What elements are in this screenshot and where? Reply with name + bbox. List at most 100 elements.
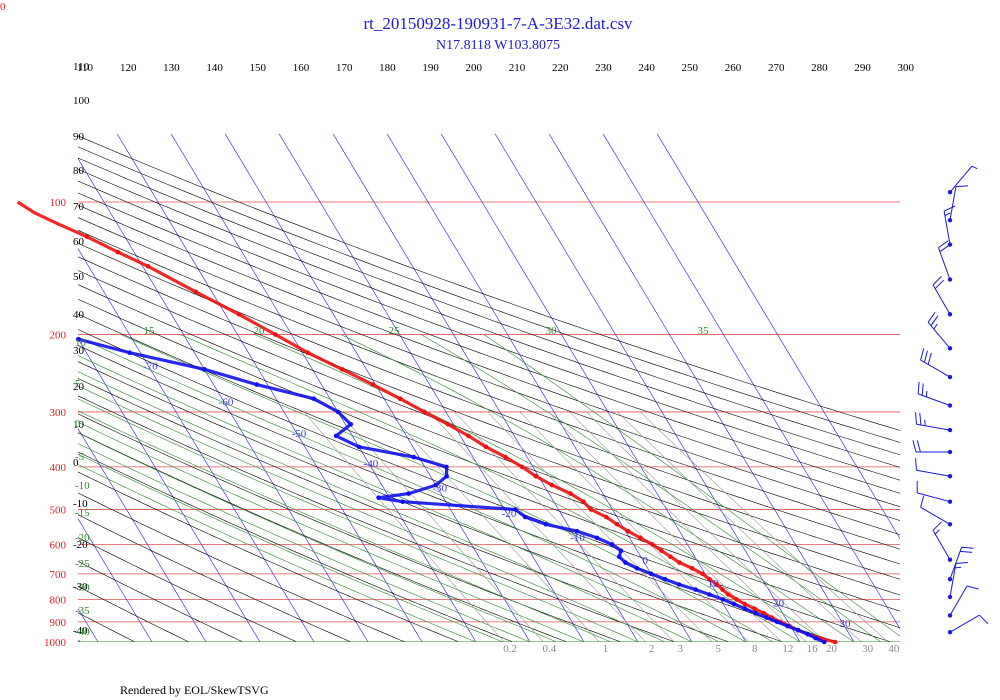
dry-adiabat-top-label: 230 bbox=[595, 62, 612, 74]
isotherm-label: -70 bbox=[143, 360, 158, 372]
dry-adiabat-line bbox=[78, 395, 676, 642]
isotherm-label: -40 bbox=[364, 458, 379, 470]
mixing-ratio-label: 20 bbox=[826, 643, 838, 655]
dry-adiabat-line bbox=[78, 313, 900, 629]
dry-adiabat-left-label: -40 bbox=[73, 625, 88, 637]
moist-adiabat-line bbox=[78, 443, 531, 642]
series-layer bbox=[16, 200, 838, 645]
wind-barb-flag bbox=[932, 521, 942, 531]
isotherm-label: -50 bbox=[292, 428, 307, 440]
dry-adiabat-line bbox=[78, 612, 136, 642]
dry-adiabat-left-label: 40 bbox=[73, 309, 85, 321]
dry-adiabat-line bbox=[78, 586, 190, 642]
wind-barb-flag bbox=[921, 383, 924, 396]
wind-barb-shaft bbox=[949, 547, 963, 580]
wind-barb-flag bbox=[917, 381, 920, 394]
dry-adiabat-top-label: 170 bbox=[336, 62, 353, 74]
moist-adiabat-line bbox=[483, 334, 900, 637]
dry-adiabat-top-label: 180 bbox=[379, 62, 396, 74]
dry-adiabat-top-label: 140 bbox=[206, 62, 223, 74]
dry-adiabat-left-label: 80 bbox=[73, 165, 85, 177]
dry-adiabat-top-label: 220 bbox=[552, 62, 569, 74]
wind-barb-shaft bbox=[927, 321, 951, 349]
moist-adiabat-line bbox=[78, 453, 504, 642]
moist-adiabat-line bbox=[120, 334, 774, 642]
wind-barb bbox=[947, 185, 968, 223]
wind-barb-flag bbox=[924, 419, 926, 426]
isotherm-line bbox=[332, 133, 639, 642]
wind-barb-shaft bbox=[932, 284, 951, 315]
wind-barb bbox=[947, 614, 989, 635]
moist-adiabat-left-label: 0 bbox=[75, 418, 81, 430]
dry-adiabat-left-label: 60 bbox=[73, 236, 85, 248]
dry-adiabat-left-label: 90 bbox=[73, 131, 85, 143]
wind-barb-shaft bbox=[949, 165, 973, 193]
wind-barb-flag bbox=[961, 546, 974, 549]
dry-adiabat-left-label: -30 bbox=[73, 581, 88, 593]
moist-adiabat-line bbox=[78, 398, 639, 642]
dry-adiabat-line bbox=[78, 242, 900, 550]
wind-barb-flag bbox=[939, 244, 950, 253]
moist-adiabat-line bbox=[78, 355, 720, 642]
dry-adiabat-line bbox=[78, 168, 900, 468]
mixing-ratio-label: 0.2 bbox=[503, 643, 517, 655]
wind-barb-flag bbox=[934, 279, 945, 290]
wind-barb bbox=[947, 585, 979, 618]
isotherm-line bbox=[602, 133, 900, 630]
wind-barb-flag bbox=[915, 412, 917, 425]
dry-adiabat-line bbox=[78, 284, 900, 596]
wind-barb-flag bbox=[927, 352, 932, 365]
dry-adiabat-line bbox=[78, 229, 900, 535]
isobar-label: 200 bbox=[50, 329, 67, 341]
dry-adiabat-line bbox=[78, 471, 460, 642]
wind-barb-shaft bbox=[949, 563, 957, 598]
wind-barb-flag bbox=[934, 529, 940, 535]
isotherm-line bbox=[78, 247, 315, 642]
mixing-ratio-label: 8 bbox=[752, 643, 758, 655]
wind-barb-flag bbox=[925, 390, 928, 397]
mixing-ratio-line bbox=[303, 411, 505, 642]
dry-adiabat-top-label: 150 bbox=[250, 62, 267, 74]
dry-adiabat-top-label: 240 bbox=[638, 62, 655, 74]
mixing-ratio-label: 5 bbox=[715, 643, 721, 655]
moist-adiabat-label: 15 bbox=[144, 325, 156, 337]
axis-label-layer: 1002003004005006007008009001000-70-60-50… bbox=[44, 61, 915, 655]
wind-barb bbox=[915, 412, 953, 433]
isotherm-line bbox=[278, 133, 585, 642]
moist-adiabat-left-label: -5 bbox=[75, 451, 85, 463]
dry-adiabat-top-label: 190 bbox=[422, 62, 439, 74]
wind-barb-flag bbox=[943, 205, 956, 212]
dry-adiabat-left-label: 100 bbox=[73, 95, 90, 107]
dry-adiabat-line bbox=[78, 344, 838, 642]
wind-barb-flag bbox=[930, 315, 939, 326]
dry-adiabat-left-label: 50 bbox=[73, 271, 85, 283]
isobar-label: 700 bbox=[50, 569, 67, 581]
wind-barb bbox=[915, 458, 953, 479]
moist-adiabat-left-label: -35 bbox=[75, 605, 90, 617]
dry-adiabat-line bbox=[78, 492, 406, 642]
moist-adiabat-left-label: -40 bbox=[75, 626, 90, 638]
mixing-ratio-line bbox=[639, 411, 889, 642]
isotherm-line bbox=[170, 133, 477, 642]
isobar-label: 300 bbox=[50, 407, 67, 419]
mixing-ratio-line bbox=[487, 411, 713, 642]
wind-barb-flag bbox=[933, 323, 938, 330]
wind-barb bbox=[937, 240, 953, 282]
dry-adiabat-top-label: 280 bbox=[811, 62, 828, 74]
dry-adiabat-line bbox=[78, 378, 730, 642]
moist-adiabat-line bbox=[78, 385, 666, 642]
moist-adiabat-line bbox=[78, 432, 558, 642]
mixing-ratio-label: 2 bbox=[649, 643, 655, 655]
wind-barb bbox=[912, 440, 953, 455]
moist-adiabat-line bbox=[340, 334, 855, 642]
mixing-ratio-line bbox=[454, 411, 675, 642]
wind-barb bbox=[917, 381, 953, 408]
wind-barb-shaft bbox=[932, 530, 951, 560]
wind-barb-flag bbox=[920, 348, 925, 361]
isotherm-label: -20 bbox=[502, 508, 517, 520]
wind-barb-shaft bbox=[917, 492, 951, 503]
wind-barb-flag bbox=[916, 440, 921, 453]
dry-adiabat-left-label: 70 bbox=[73, 201, 85, 213]
wind-barb-flag bbox=[955, 566, 962, 569]
wind-barb bbox=[932, 276, 953, 317]
